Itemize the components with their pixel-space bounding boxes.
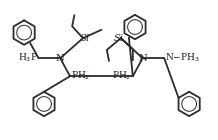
Text: N: N	[138, 54, 147, 63]
Text: N$-$PH$_3$: N$-$PH$_3$	[165, 52, 200, 64]
Text: H$_3$P: H$_3$P	[18, 52, 37, 64]
Text: Si: Si	[114, 34, 124, 43]
Text: N: N	[56, 54, 65, 63]
Text: PH$_2$: PH$_2$	[71, 70, 90, 82]
Text: PH$_2$: PH$_2$	[112, 70, 132, 82]
Text: Si: Si	[80, 34, 90, 43]
